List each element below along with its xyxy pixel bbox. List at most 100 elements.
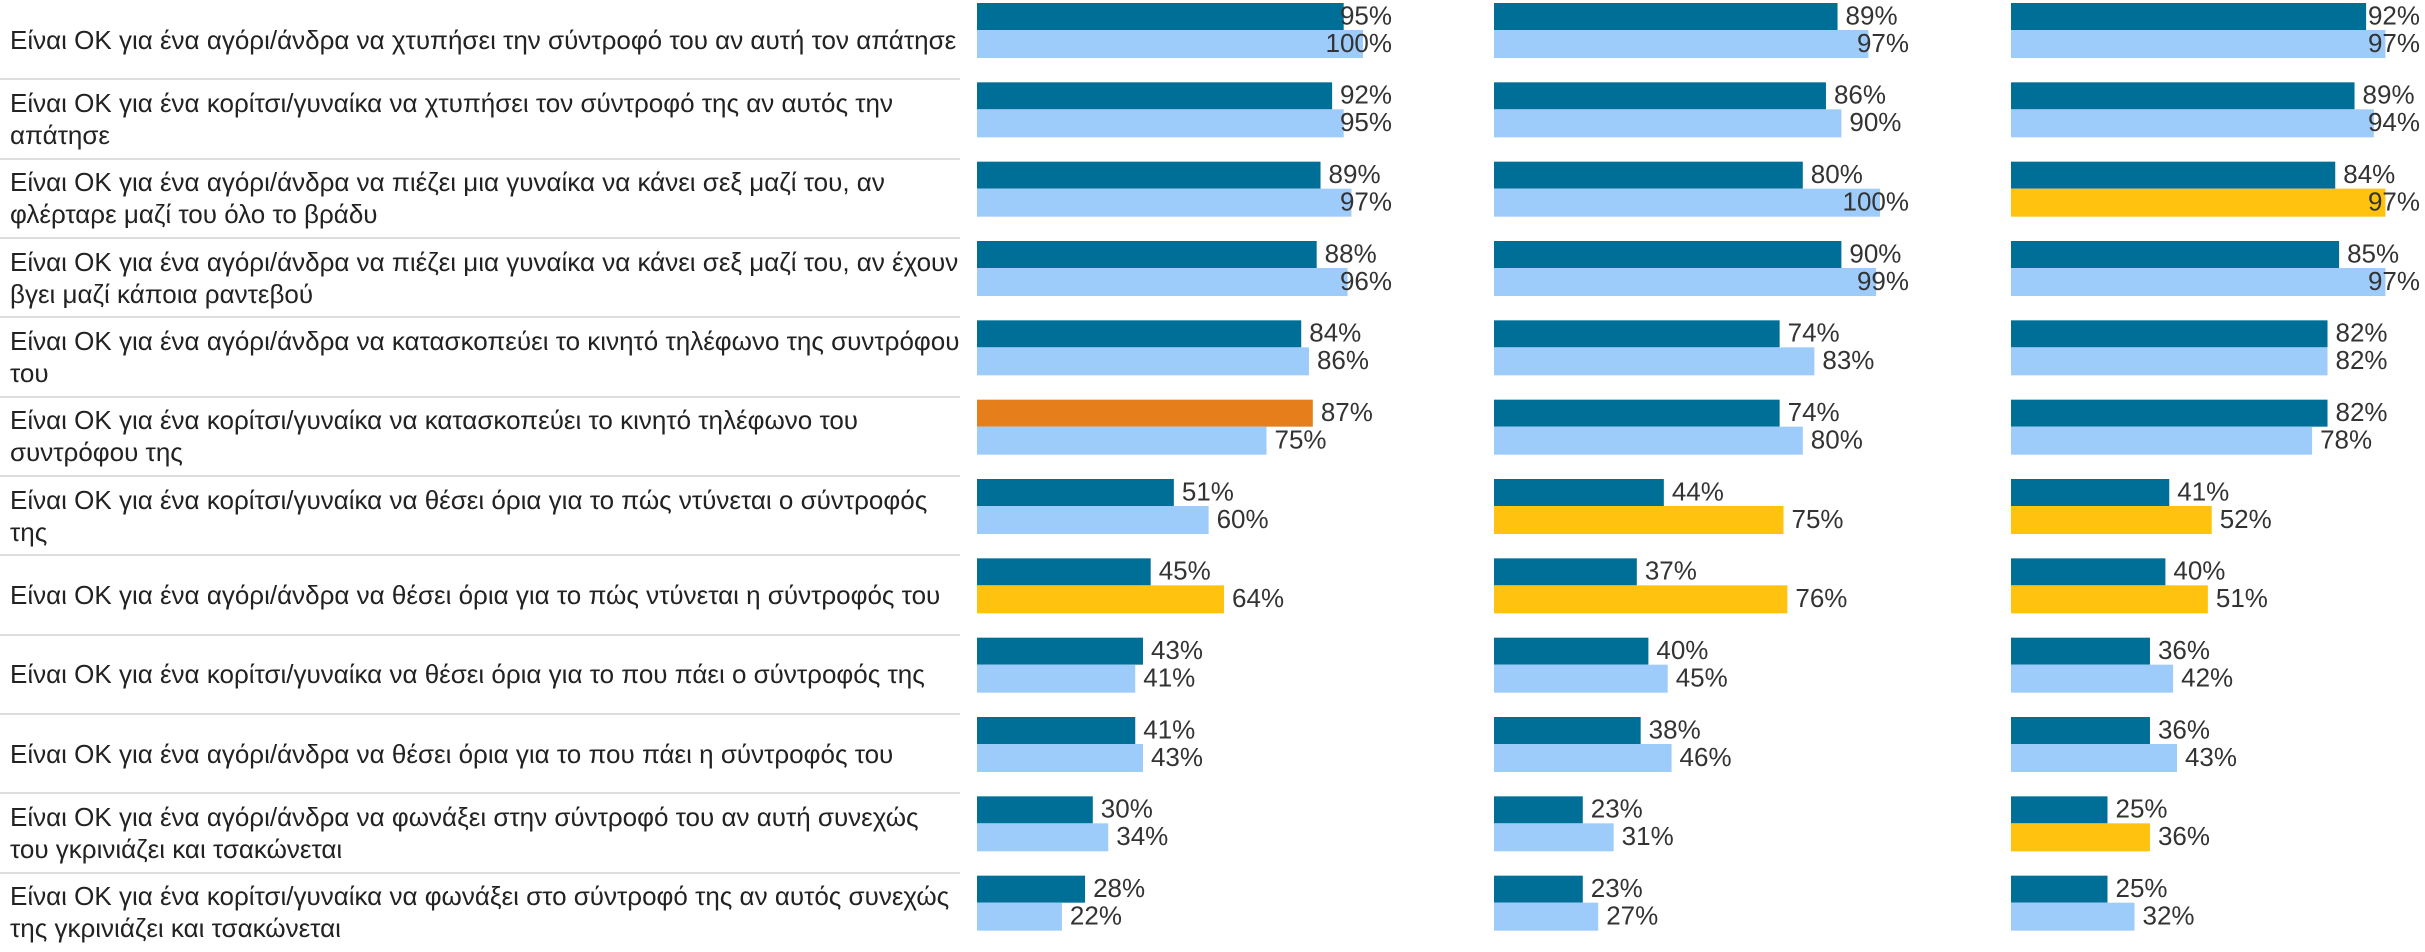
bar [1494,717,1641,744]
value-label: 75% [1275,425,1327,455]
bar [977,558,1151,586]
value-label: 88% [1325,238,1377,268]
value-label: 83% [1822,345,1874,375]
bar [1494,82,1826,110]
bar [977,506,1209,534]
value-label: 60% [1217,504,1269,534]
bar [977,637,1143,665]
value-label: 43% [2185,742,2237,772]
bar [977,3,1344,30]
value-label: 51% [1182,476,1234,506]
bar [2011,664,2174,693]
value-label: 97% [2368,266,2420,296]
value-label: 45% [1676,663,1728,693]
value-label: 89% [1329,159,1381,189]
bar [1494,585,1788,614]
value-label: 95% [1340,107,1392,137]
row-label: Είναι ΟΚ για ένα κορίτσι/γυναίκα να θέσε… [10,659,925,690]
value-label: 36% [2158,635,2210,665]
bar [1494,399,1780,427]
bar [977,717,1136,744]
row-label: Είναι ΟΚ για ένα αγόρι/άνδρα να πιέζει μ… [10,246,959,309]
value-label: 23% [1591,794,1643,824]
bar [1494,241,1842,268]
value-label: 41% [1143,663,1195,693]
bar [2011,268,2386,296]
bar [977,796,1093,824]
value-label: 85% [2347,238,2399,268]
bar [977,585,1225,614]
bar [2011,161,2336,189]
row-label: Είναι ΟΚ για ένα κορίτσι/γυναίκα να κατα… [10,405,859,468]
value-label: 82% [2336,397,2388,427]
value-label: 43% [1151,742,1203,772]
value-label: 89% [2363,80,2415,110]
bar [1494,188,1880,217]
value-label: 34% [1116,821,1168,851]
value-label: 43% [1151,635,1203,665]
row-label: Είναι ΟΚ για ένα αγόρι/άνδρα να πιέζει μ… [10,167,885,230]
bar [2011,558,2166,586]
bar [2011,399,2328,427]
value-label: 37% [1645,556,1697,586]
row-separator [0,395,960,398]
value-label: 38% [1649,714,1701,744]
bar [1494,558,1637,586]
value-label: 25% [2116,873,2168,903]
bar [2011,875,2108,903]
value-label: 100% [1843,187,1910,217]
bar [977,320,1302,348]
bar [2011,3,2367,30]
bar [977,268,1348,296]
bar [2011,744,2177,772]
value-label: 45% [1159,556,1211,586]
bar [2011,823,2150,852]
bar [977,188,1352,217]
value-label: 40% [2173,556,2225,586]
value-label: 36% [2158,821,2210,851]
value-label: 87% [1321,397,1373,427]
bar [977,902,1062,931]
row-separator [0,633,960,636]
row-separator [0,792,960,795]
value-label: 76% [1795,583,1847,613]
value-label: 32% [2143,901,2195,931]
value-label: 28% [1093,873,1145,903]
bar [1494,479,1664,506]
bar [2011,82,2355,110]
value-label: 97% [1340,187,1392,217]
bar [2011,479,2170,506]
bar [977,744,1143,772]
bar [2011,30,2386,58]
bar [1494,268,1877,296]
value-label: 82% [2336,318,2388,348]
value-label: 97% [2368,187,2420,217]
bar [977,479,1174,506]
bar [2011,902,2135,931]
bar [2011,506,2212,534]
row-separator [0,316,960,319]
value-label: 36% [2158,714,2210,744]
value-label: 95% [1340,0,1392,30]
row-label: Είναι ΟΚ για ένα αγόρι/άνδρα να θέσει όρ… [10,579,941,610]
bar [1494,902,1599,931]
bar [1494,796,1583,824]
value-label: 80% [1811,425,1863,455]
bar [2011,717,2150,744]
value-label: 51% [2216,583,2268,613]
bar [1494,426,1803,455]
value-label: 97% [2368,28,2420,58]
value-label: 84% [2343,159,2395,189]
row-separator [0,554,960,557]
value-label: 78% [2320,425,2372,455]
bar [2011,585,2208,614]
value-label: 92% [1340,80,1392,110]
value-label: 97% [1857,28,1909,58]
bar [2011,320,2328,348]
value-label: 27% [1606,901,1658,931]
row-separator [0,475,960,477]
value-label: 23% [1591,873,1643,903]
value-label: 42% [2181,663,2233,693]
value-label: 82% [2336,345,2388,375]
